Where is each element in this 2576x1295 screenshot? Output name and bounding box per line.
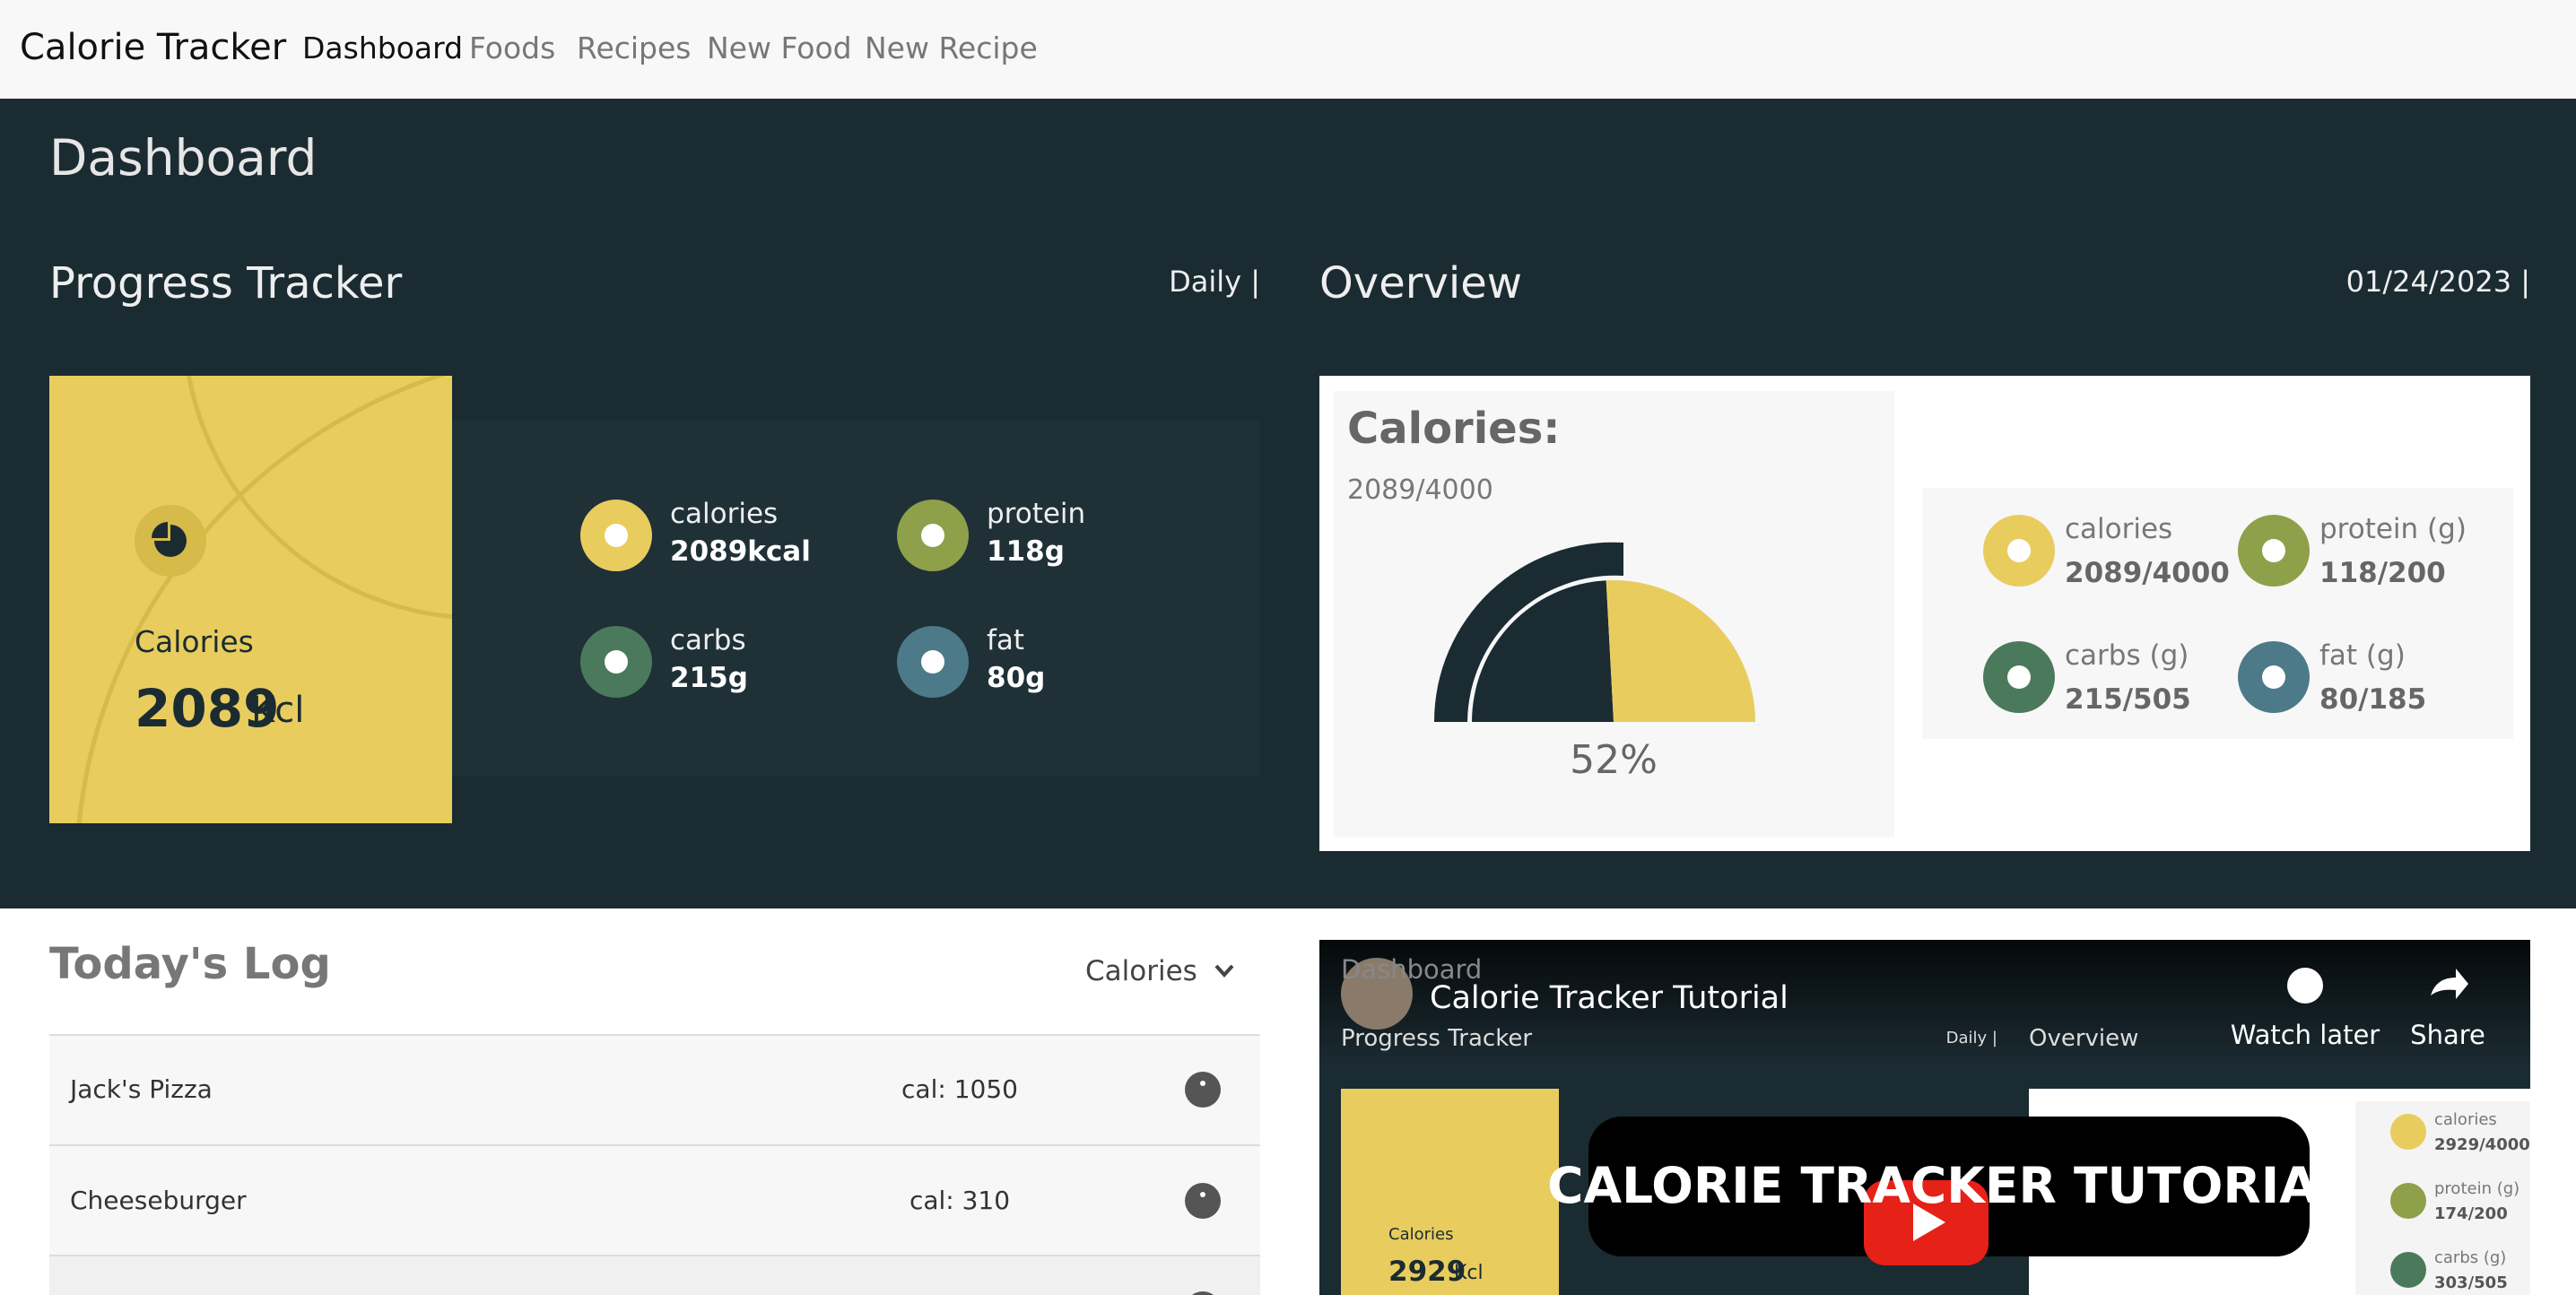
play-triangle <box>1913 1204 1945 1241</box>
card-unit: Kcl <box>251 690 305 731</box>
thumb-text: carbs (g) <box>2434 1248 2507 1267</box>
log-row <box>49 1036 1260 1146</box>
stat-label: carbs <box>670 623 746 656</box>
thumb-text: protein (g) <box>2434 1179 2520 1198</box>
stats-panel <box>452 421 1260 777</box>
stat-glyph <box>2007 539 2031 562</box>
share[interactable]: Share <box>2410 1019 2485 1050</box>
chevron[interactable] <box>1214 964 1234 978</box>
stat-value: 215g <box>670 661 748 694</box>
card-label: Calories <box>135 623 254 659</box>
nav-link[interactable]: Dashboard <box>302 30 464 65</box>
stat-value: 2089kcal <box>670 535 811 568</box>
section-title: Today's Log <box>49 939 331 989</box>
thumb-text: calories <box>2434 1110 2497 1129</box>
stat-glyph <box>605 524 628 547</box>
stat-glyph <box>2262 665 2285 689</box>
stat-glyph <box>921 650 944 674</box>
thumb-icon <box>2390 1183 2426 1219</box>
stat-value: 80g <box>987 661 1046 694</box>
section-title: Progress Tracker <box>49 258 403 309</box>
watch-later-icon[interactable] <box>2287 968 2323 1004</box>
stat-label: protein (g) <box>2319 512 2467 545</box>
thumb-text: Overview <box>2029 1025 2139 1052</box>
nav-link[interactable]: Foods <box>469 30 556 65</box>
thumb-text: Daily | <box>1945 1029 1997 1047</box>
gauge-title: Calories: <box>1347 404 1561 454</box>
nav-link[interactable]: Recipes <box>577 30 692 65</box>
stat-label: fat <box>987 623 1025 656</box>
log-row <box>49 1256 1260 1295</box>
page-title: Dashboard <box>49 128 318 187</box>
watch-later[interactable]: Watch later <box>2230 1019 2380 1050</box>
log-row <box>49 1146 1260 1256</box>
info-icon[interactable] <box>1185 1072 1221 1108</box>
gauge-percent: 52% <box>1570 737 1658 783</box>
food-name: Jack's Pizza <box>70 1074 213 1104</box>
thumb-title: Dashboard <box>1341 953 1483 985</box>
thumb-text: Progress Tracker <box>1341 1025 1533 1052</box>
channel-avatar[interactable] <box>1341 958 1413 1030</box>
stat-value: 215/505 <box>2065 682 2191 716</box>
share-icon[interactable] <box>2431 969 2468 999</box>
section-title: Overview <box>1319 258 1522 309</box>
stat-label: calories <box>670 497 779 530</box>
gauge-ratio: 2089/4000 <box>1347 474 1493 506</box>
stat-label: protein <box>987 497 1086 530</box>
calories-card <box>49 376 452 823</box>
date-select[interactable]: 01/24/2023 | <box>2345 265 2530 299</box>
video-title[interactable]: Calorie Tracker Tutorial <box>1430 979 1788 1016</box>
thumb-text: Calories <box>1388 1225 1454 1244</box>
stat-value: 2089/4000 <box>2065 556 2230 589</box>
period-select[interactable]: Daily | <box>1169 265 1260 299</box>
thumb-text: 303/505 <box>2434 1273 2508 1292</box>
stat-value: 118g <box>987 535 1065 568</box>
stat-glyph <box>2007 665 2031 689</box>
thumb-card <box>1341 1089 1559 1295</box>
info-icon[interactable] <box>1185 1183 1221 1219</box>
nav-link[interactable]: New Recipe <box>865 30 1038 65</box>
card-decoration <box>76 376 452 823</box>
thumb-icon <box>2390 1252 2426 1288</box>
info-dot <box>1200 1192 1205 1197</box>
food-calories: cal: 1050 <box>901 1074 1018 1104</box>
card-value: 2089 <box>135 678 280 739</box>
thumb-text: Kcl <box>1454 1262 1484 1284</box>
stat-value: 80/185 <box>2319 682 2427 716</box>
stat-glyph <box>605 650 628 674</box>
stat-value: 118/200 <box>2319 556 2446 589</box>
stat-glyph <box>2262 539 2285 562</box>
thumb-text: 174/200 <box>2434 1204 2508 1223</box>
thumb-icon <box>2390 1114 2426 1150</box>
info-dot <box>1200 1081 1205 1086</box>
navbar <box>0 0 2576 99</box>
thumb-panel <box>2355 1101 2530 1295</box>
sort-select[interactable]: Calories <box>1085 954 1197 987</box>
stat-label: carbs (g) <box>2065 639 2189 672</box>
nav-link[interactable]: New Food <box>707 30 852 65</box>
food-calories: cal: 310 <box>909 1186 1011 1215</box>
video-header <box>1319 940 2530 1065</box>
thumb-text: 2929/4000 <box>2434 1135 2530 1154</box>
log-header-line <box>49 1034 1260 1036</box>
food-name: Cheeseburger <box>70 1186 247 1215</box>
stat-glyph <box>921 524 944 547</box>
thumb-text: 2929 <box>1388 1255 1466 1288</box>
video-banner: CALORIE TRACKER TUTORIAL <box>1547 1156 2349 1214</box>
stat-label: fat (g) <box>2319 639 2406 672</box>
info-icon[interactable] <box>1185 1291 1221 1295</box>
brand: Calorie Tracker <box>20 27 287 68</box>
stat-label: calories <box>2065 512 2173 545</box>
